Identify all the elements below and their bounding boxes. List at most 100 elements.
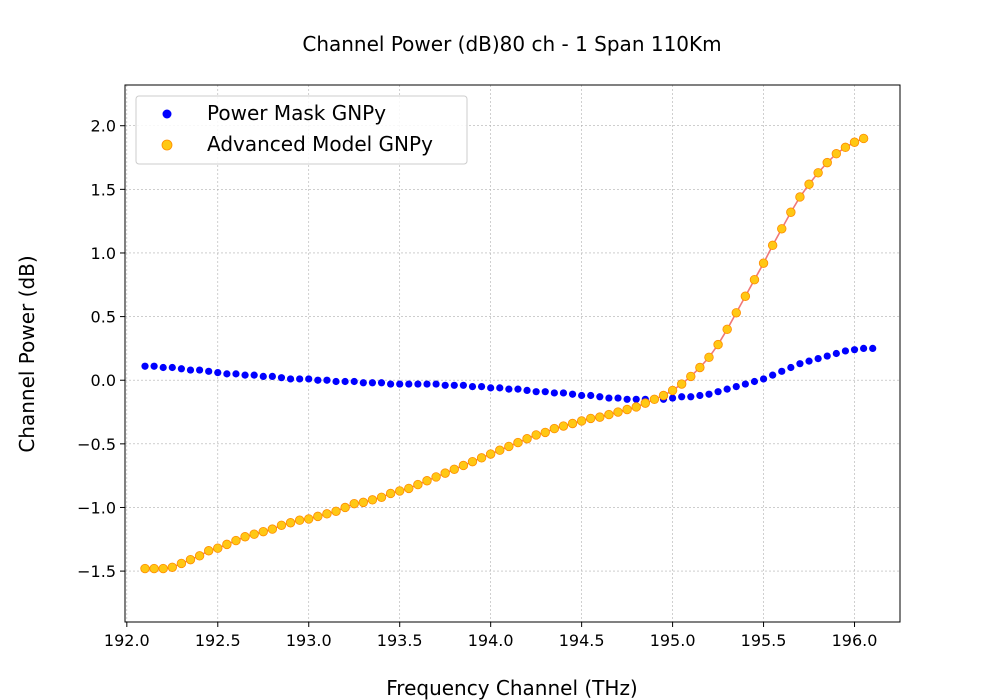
point-power-mask xyxy=(514,385,522,393)
point-power-mask xyxy=(286,375,295,383)
point-advanced-model xyxy=(340,502,350,513)
point-power-mask xyxy=(323,376,331,384)
point-power-mask xyxy=(778,367,786,375)
point-advanced-model xyxy=(485,449,496,459)
point-power-mask xyxy=(150,362,158,370)
point-power-mask xyxy=(232,370,240,378)
point-advanced-model xyxy=(558,421,569,431)
point-advanced-model xyxy=(722,324,732,335)
point-advanced-model xyxy=(549,423,560,434)
point-advanced-model xyxy=(831,149,842,159)
point-power-mask xyxy=(532,388,540,396)
point-power-mask xyxy=(168,363,176,372)
point-power-mask xyxy=(405,380,413,388)
point-power-mask xyxy=(623,395,631,403)
point-advanced-model xyxy=(240,532,250,542)
point-power-mask xyxy=(696,391,704,400)
legend-marker-power-mask xyxy=(162,109,172,119)
point-advanced-model xyxy=(395,486,405,496)
point-power-mask xyxy=(332,377,340,386)
point-advanced-model xyxy=(294,515,305,525)
point-power-mask xyxy=(596,393,604,401)
point-power-mask xyxy=(550,389,558,397)
point-power-mask xyxy=(741,380,749,388)
point-power-mask xyxy=(195,366,204,374)
point-advanced-model xyxy=(194,551,205,561)
point-power-mask xyxy=(605,394,613,402)
point-power-mask xyxy=(632,395,640,403)
point-advanced-model xyxy=(331,506,341,516)
point-advanced-model xyxy=(267,524,278,534)
legend-box xyxy=(135,95,468,165)
point-power-mask xyxy=(759,375,768,383)
point-power-mask xyxy=(459,381,467,389)
point-advanced-model xyxy=(385,488,396,499)
point-advanced-model xyxy=(731,308,741,318)
point-power-mask xyxy=(268,372,276,381)
point-advanced-model xyxy=(667,385,678,396)
point-advanced-model xyxy=(676,379,687,389)
point-advanced-model xyxy=(222,539,232,550)
point-power-mask xyxy=(423,380,431,388)
series-points xyxy=(140,133,877,574)
point-power-mask xyxy=(186,366,195,374)
point-advanced-model xyxy=(376,492,387,502)
point-advanced-model xyxy=(522,434,532,444)
point-advanced-model xyxy=(704,352,714,363)
point-advanced-model xyxy=(404,483,414,494)
point-power-mask xyxy=(732,382,740,391)
point-advanced-model xyxy=(249,529,259,539)
point-advanced-model xyxy=(795,192,805,202)
x-tick-label: 192.0 xyxy=(104,631,150,650)
point-advanced-model xyxy=(858,133,869,144)
point-advanced-model xyxy=(749,274,760,285)
plot-area-frame xyxy=(124,84,901,623)
point-power-mask xyxy=(805,357,813,365)
point-advanced-model xyxy=(649,394,660,405)
point-power-mask xyxy=(714,388,722,396)
point-advanced-model xyxy=(213,543,223,553)
axis-ticks: 192.0 192.5 193.0 193.5 194.0 194.5 195.0 195.5… xyxy=(77,117,877,650)
point-advanced-model xyxy=(458,460,469,471)
point-advanced-model xyxy=(822,157,832,168)
y-tick-label: 2.0 xyxy=(91,117,116,136)
point-power-mask xyxy=(578,391,586,400)
point-advanced-model xyxy=(576,416,587,426)
point-power-mask xyxy=(668,394,677,402)
point-advanced-model xyxy=(185,554,196,565)
point-advanced-model xyxy=(276,520,287,530)
point-advanced-model xyxy=(595,412,605,422)
x-axis-label: Frequency Channel (THz) xyxy=(386,676,638,700)
point-advanced-model xyxy=(476,453,487,463)
point-advanced-model xyxy=(203,546,214,556)
point-power-mask xyxy=(723,385,731,393)
point-advanced-model xyxy=(658,390,669,401)
point-advanced-model xyxy=(767,240,778,251)
x-tick-label: 195.0 xyxy=(650,631,696,650)
point-advanced-model xyxy=(431,472,441,482)
series-lines xyxy=(145,137,864,570)
point-power-mask xyxy=(468,382,477,391)
point-advanced-model xyxy=(304,514,314,524)
point-power-mask xyxy=(814,354,822,363)
point-advanced-model xyxy=(140,563,150,574)
point-power-mask xyxy=(368,379,377,387)
point-power-mask xyxy=(787,363,795,372)
grid xyxy=(125,85,900,622)
point-advanced-model xyxy=(322,509,332,519)
point-advanced-model xyxy=(313,511,323,522)
point-power-mask xyxy=(205,367,213,375)
y-axis-label: Channel Power (dB) xyxy=(15,255,39,452)
x-tick-label: 195.5 xyxy=(741,631,787,650)
y-tick-label: 1.5 xyxy=(91,180,116,199)
point-advanced-model xyxy=(158,563,168,574)
point-advanced-model xyxy=(440,468,450,478)
point-advanced-model xyxy=(285,518,296,528)
point-power-mask xyxy=(750,377,759,386)
point-power-mask xyxy=(350,377,358,386)
point-advanced-model xyxy=(258,526,268,537)
point-power-mask xyxy=(541,388,549,396)
point-advanced-model xyxy=(449,464,459,475)
point-advanced-model xyxy=(149,563,159,574)
